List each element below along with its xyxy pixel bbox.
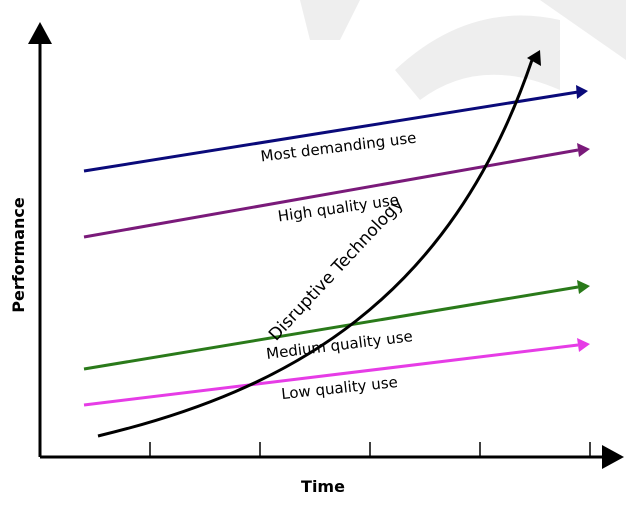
- line-medium-quality-stroke: [83, 285, 579, 371]
- line-low-quality-label: Low quality use: [280, 373, 398, 403]
- line-medium-quality-arrowhead: [577, 280, 590, 294]
- watermark-shapes: [300, 0, 626, 100]
- line-high-quality-arrowhead: [577, 143, 590, 157]
- axes: Time Performance: [9, 22, 624, 496]
- line-low-quality-arrowhead: [577, 338, 590, 352]
- disruptive-curve-path: [97, 59, 534, 438]
- line-low-quality-stroke: [83, 343, 579, 407]
- line-high-quality-stroke: [83, 148, 579, 239]
- line-most-demanding-stroke: [83, 90, 579, 173]
- x-axis-title: Time: [301, 477, 345, 496]
- x-axis-arrowhead: [602, 445, 624, 469]
- trajectory-lines: Most demanding use High quality use Medi…: [83, 85, 590, 407]
- y-axis-title: Performance: [9, 197, 28, 313]
- disruptive-curve-arrowhead: [527, 50, 541, 66]
- line-most-demanding-label: Most demanding use: [260, 129, 418, 166]
- line-most-demanding: Most demanding use: [83, 85, 588, 173]
- line-most-demanding-arrowhead: [576, 85, 588, 99]
- y-axis-arrowhead: [28, 22, 52, 44]
- line-medium-quality: Medium quality use: [83, 280, 590, 371]
- line-high-quality: High quality use: [83, 143, 590, 239]
